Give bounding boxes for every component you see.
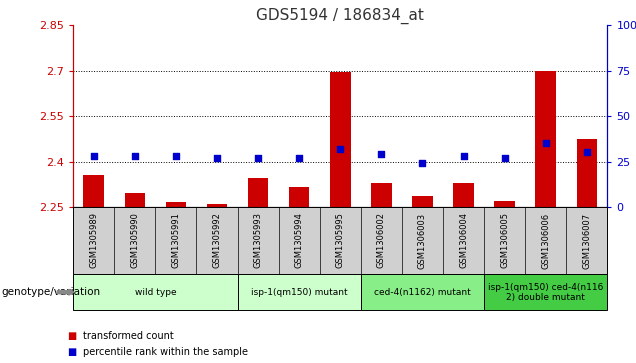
Text: ■: ■ (67, 347, 76, 357)
Text: GSM1305992: GSM1305992 (212, 213, 221, 268)
Bar (248, 178, 268, 207)
Point (335, 146, 345, 152)
Bar (536, 71, 556, 207)
Text: GSM1305990: GSM1305990 (130, 213, 139, 268)
Text: GSM1306004: GSM1306004 (459, 212, 468, 269)
Bar (577, 139, 597, 207)
Point (88, 153, 99, 159)
Text: transformed count: transformed count (83, 331, 174, 341)
Point (130, 153, 140, 159)
Bar (165, 202, 186, 207)
Text: wild type: wild type (135, 288, 176, 297)
Text: GSM1305993: GSM1305993 (254, 212, 263, 269)
Bar (83, 175, 104, 207)
Text: GSM1305995: GSM1305995 (336, 213, 345, 268)
Bar (207, 204, 227, 207)
Bar (330, 72, 350, 207)
Text: ced-4(n1162) mutant: ced-4(n1162) mutant (374, 288, 471, 297)
Point (417, 160, 427, 166)
Text: isp-1(qm150) ced-4(n116
2) double mutant: isp-1(qm150) ced-4(n116 2) double mutant (488, 282, 604, 302)
Point (294, 155, 304, 161)
Bar (412, 196, 432, 207)
Text: isp-1(qm150) mutant: isp-1(qm150) mutant (251, 288, 347, 297)
Point (253, 155, 263, 161)
Bar (289, 187, 310, 207)
Text: GSM1305994: GSM1305994 (294, 213, 303, 268)
Point (212, 155, 222, 161)
Text: GSM1305991: GSM1305991 (171, 213, 181, 268)
Bar (125, 193, 145, 207)
Text: genotype/variation: genotype/variation (1, 287, 100, 297)
Point (499, 155, 509, 161)
Title: GDS5194 / 186834_at: GDS5194 / 186834_at (256, 8, 424, 24)
Text: GSM1306005: GSM1306005 (500, 212, 509, 269)
Text: GSM1306006: GSM1306006 (541, 212, 550, 269)
Bar (371, 183, 392, 207)
Text: percentile rank within the sample: percentile rank within the sample (83, 347, 247, 357)
Point (459, 153, 469, 159)
Text: ■: ■ (67, 331, 76, 341)
Point (171, 153, 181, 159)
Text: GSM1305989: GSM1305989 (89, 212, 98, 269)
Point (541, 140, 551, 146)
Point (582, 150, 592, 155)
Bar (494, 201, 515, 207)
Bar (453, 183, 474, 207)
Text: GSM1306002: GSM1306002 (377, 212, 386, 269)
Text: GSM1306007: GSM1306007 (583, 212, 591, 269)
Point (377, 151, 387, 157)
Text: GSM1306003: GSM1306003 (418, 212, 427, 269)
